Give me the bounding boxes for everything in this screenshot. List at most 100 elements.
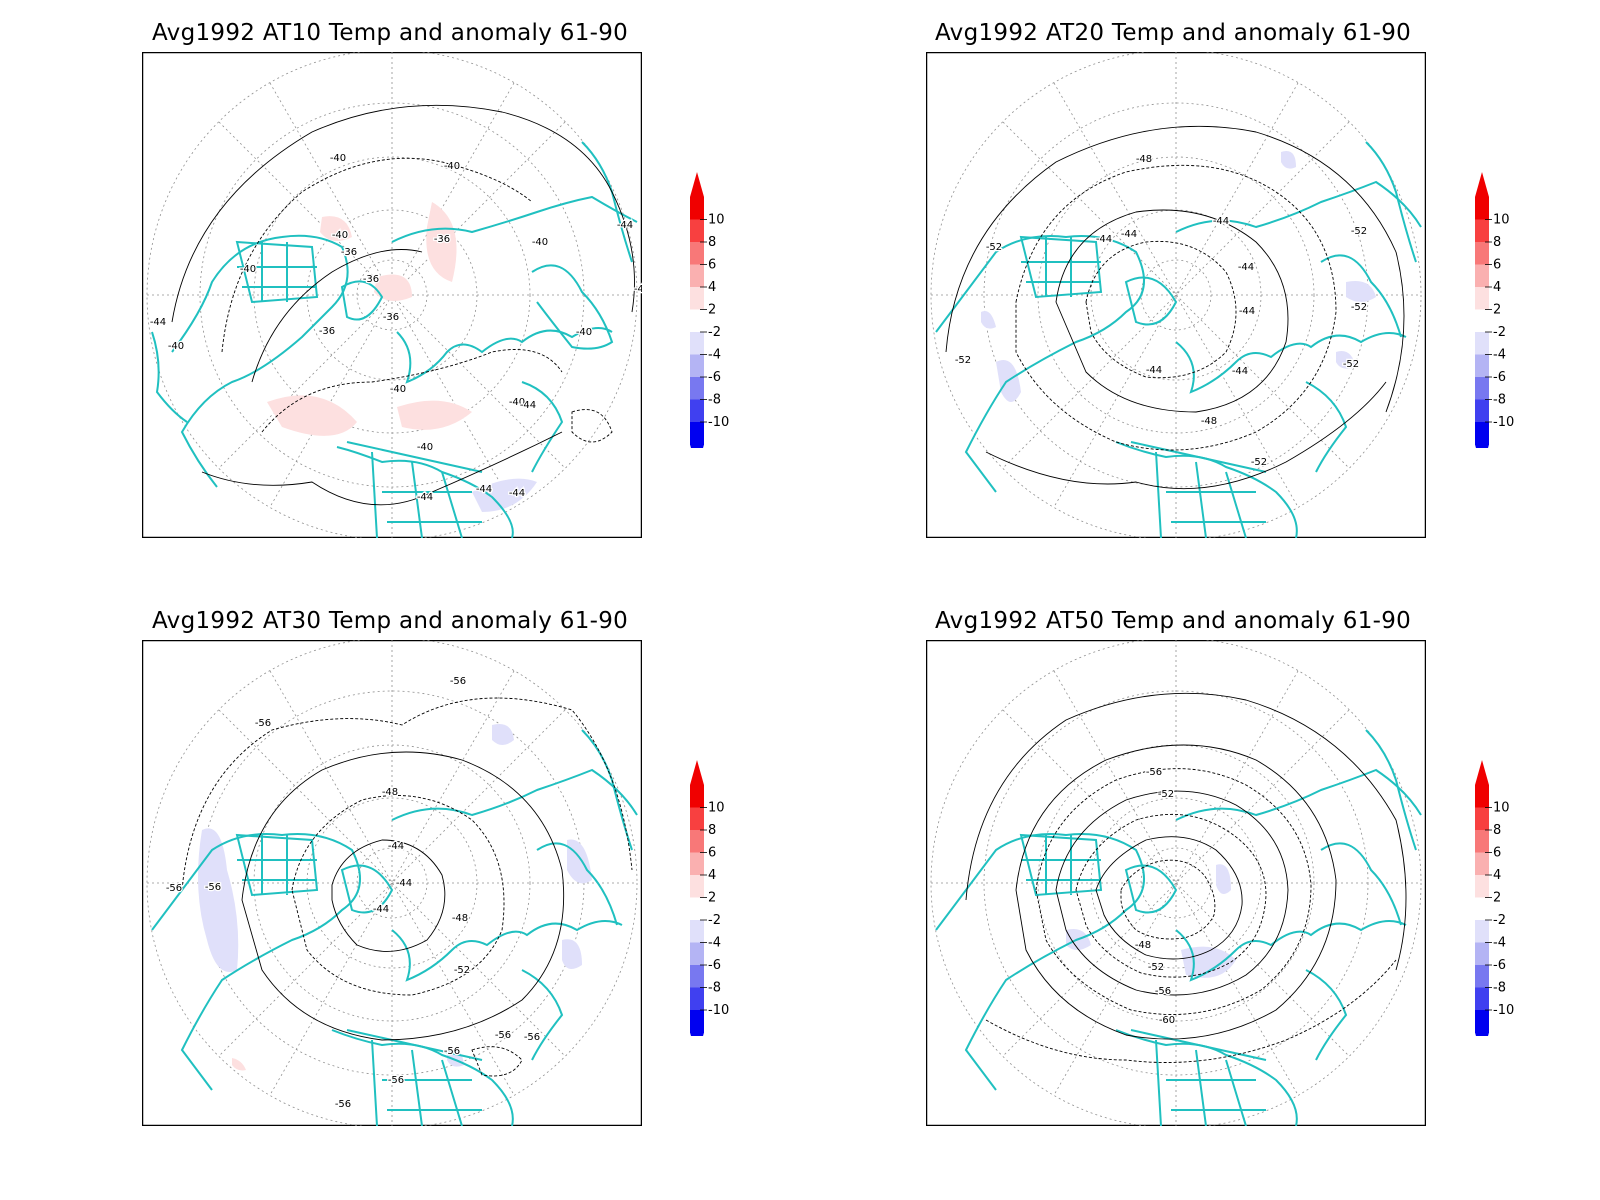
contour-label: -44 xyxy=(1239,306,1255,317)
colorbar-tick-label: -10 xyxy=(708,1003,729,1018)
colorbar-segment xyxy=(690,987,704,1011)
contour-label: -52 xyxy=(1343,359,1359,370)
colorbar-tick-label: 2 xyxy=(1493,891,1501,906)
contour-labels: -48 -44 -44 -44 -44 -52 -52 -44 -44 -52 -52 -52 -48 -… xyxy=(954,153,1369,470)
contour-label: -40 xyxy=(332,230,348,241)
contour-label: -44 xyxy=(373,904,389,915)
colorbar-tick-label: 6 xyxy=(1493,258,1501,273)
anomaly-area xyxy=(562,939,582,969)
colorbar-segment xyxy=(1475,354,1489,378)
colorbar-segment xyxy=(1475,332,1489,355)
colorbar-extend-max xyxy=(1475,760,1489,785)
colorbar-extend-max xyxy=(1475,172,1489,197)
colorbar-segment xyxy=(690,920,704,943)
colorbar-extend-max xyxy=(690,172,704,197)
colorbar-tick-label: -2 xyxy=(708,913,721,928)
map-panel-4: -56 -52 -48 -52 -56 -60 xyxy=(926,640,1426,1126)
colorbar-extend-min xyxy=(1475,1032,1489,1036)
colorbar-tick-label: 4 xyxy=(708,280,716,295)
colorbar-tick-label: -8 xyxy=(1493,981,1506,996)
colorbar-tick-label: -4 xyxy=(708,348,721,363)
contour-label: -56 xyxy=(166,883,182,894)
contour-label: -44 xyxy=(388,841,404,852)
colorbar-tick-label: 2 xyxy=(1493,303,1501,318)
anomaly-area xyxy=(1216,864,1231,894)
colorbar-segment xyxy=(1475,920,1489,943)
colorbar-tick-label: 4 xyxy=(1493,868,1501,883)
contour-label: -44 xyxy=(1232,366,1248,377)
contour-label: -44 xyxy=(1096,234,1112,245)
contour-label: -44 xyxy=(617,220,633,231)
colorbar-segment xyxy=(690,942,704,966)
temperature-contours xyxy=(965,692,1407,1063)
contour-label: -56 xyxy=(450,676,466,687)
colorbar-tick-label: 10 xyxy=(1493,801,1510,816)
coastlines xyxy=(935,729,1422,1126)
colorbar-segment xyxy=(1475,422,1489,445)
coastlines xyxy=(151,729,638,1126)
contour-label: -44 xyxy=(1146,365,1162,376)
colorbar-segment xyxy=(1475,987,1489,1011)
contour-label: -40 xyxy=(634,284,642,295)
contour-label: -40 xyxy=(509,397,525,408)
colorbar-segment xyxy=(690,287,704,310)
map-panel-1: -40-40-40-36-36-36-36-36-40-40-44-40-44-… xyxy=(142,52,642,538)
colorbar-tick-label: -8 xyxy=(708,393,721,408)
colorbar-tick-label: 2 xyxy=(708,303,716,318)
colorbar-segment xyxy=(690,264,704,288)
contour-label: -44 xyxy=(1213,216,1229,227)
contour-label: -56 xyxy=(1146,767,1162,778)
colorbar-segment xyxy=(1475,264,1489,288)
colorbar-tick-label: -8 xyxy=(1493,393,1506,408)
colorbar-segment xyxy=(1475,807,1489,831)
colorbar-tick-label: -10 xyxy=(1493,415,1514,430)
colorbar-segment xyxy=(1475,219,1489,243)
anomaly-area xyxy=(267,395,357,436)
contour-label: -36 xyxy=(319,326,335,337)
contour-label: -44 xyxy=(476,484,492,495)
colorbar-tick-label: -6 xyxy=(1493,370,1506,385)
colorbar-extend-max xyxy=(690,760,704,785)
colorbar-tick-label: 8 xyxy=(708,235,716,250)
panel-title-1: Avg1992 AT10 Temp and anomaly 61-90 xyxy=(152,20,629,46)
colorbar-tick-label: 6 xyxy=(708,258,716,273)
contour-label: -40 xyxy=(417,442,433,453)
colorbar-segment xyxy=(690,965,704,988)
contour-label: -48 xyxy=(1201,416,1217,427)
colorbar-tick-label: -2 xyxy=(1493,913,1506,928)
anomaly-area xyxy=(1181,946,1236,978)
colorbar-segment xyxy=(1475,965,1489,988)
coastlines xyxy=(935,141,1422,538)
contour-label: -56 xyxy=(255,718,271,729)
colorbar-tick-label: 8 xyxy=(708,823,716,838)
colorbar-tick-label: 6 xyxy=(708,846,716,861)
contour-label: -40 xyxy=(444,161,460,172)
contour-label: -44 xyxy=(1238,262,1254,273)
colorbar-segment xyxy=(1475,399,1489,423)
colorbar-1: 10 8 6 4 2 -2 -4 -6 -8 -10 xyxy=(690,172,729,448)
colorbar-segment xyxy=(690,852,704,876)
colorbar-segment xyxy=(1475,875,1489,898)
contour-label: -44 xyxy=(1121,229,1137,240)
contour-labels: -40-40-40-36-36-36-36-36-40-40-44-40-44-… xyxy=(149,152,642,505)
colorbar-2: 10 8 6 4 2 -2 -4 -6 -8 -10 xyxy=(1475,172,1514,448)
anomaly-area xyxy=(397,400,472,430)
colorbar-segment xyxy=(690,219,704,243)
contour-label: -56 xyxy=(205,882,221,893)
contour-label: -36 xyxy=(341,247,357,258)
contour-label: -52 xyxy=(1158,789,1174,800)
colorbar-segment xyxy=(1475,287,1489,310)
colorbar-segment xyxy=(690,354,704,378)
colorbar-tick-label: -6 xyxy=(1493,958,1506,973)
contour-label: -56 xyxy=(335,1099,351,1110)
lat-lon-grid xyxy=(930,640,1422,1126)
colorbar-segment xyxy=(690,1010,704,1033)
contour-label: -40 xyxy=(576,327,592,338)
lat-lon-grid xyxy=(930,52,1422,538)
contour-labels: -56 -56 -48 -44 -44 -44 -48 -56 -56 -52 -56 -56 -56 -… xyxy=(165,675,542,1112)
contour-label: -44 xyxy=(396,878,412,889)
colorbar-segment xyxy=(1475,942,1489,966)
anomaly-shading xyxy=(981,151,1376,402)
contour-label: -40 xyxy=(532,237,548,248)
contour-label: -44 xyxy=(417,492,433,503)
